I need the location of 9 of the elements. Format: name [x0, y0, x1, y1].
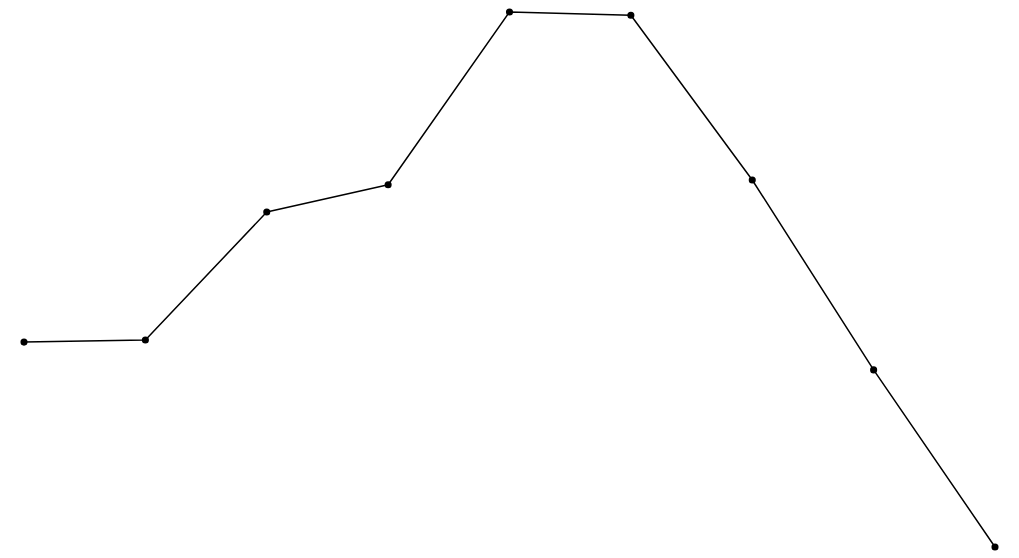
- point: [991, 543, 999, 551]
- point: [505, 8, 514, 16]
- point: [870, 366, 878, 374]
- point: [20, 338, 28, 346]
- point: [263, 208, 271, 216]
- point: [748, 176, 756, 184]
- point: [627, 11, 635, 19]
- point: [141, 336, 149, 344]
- point: [384, 181, 392, 189]
